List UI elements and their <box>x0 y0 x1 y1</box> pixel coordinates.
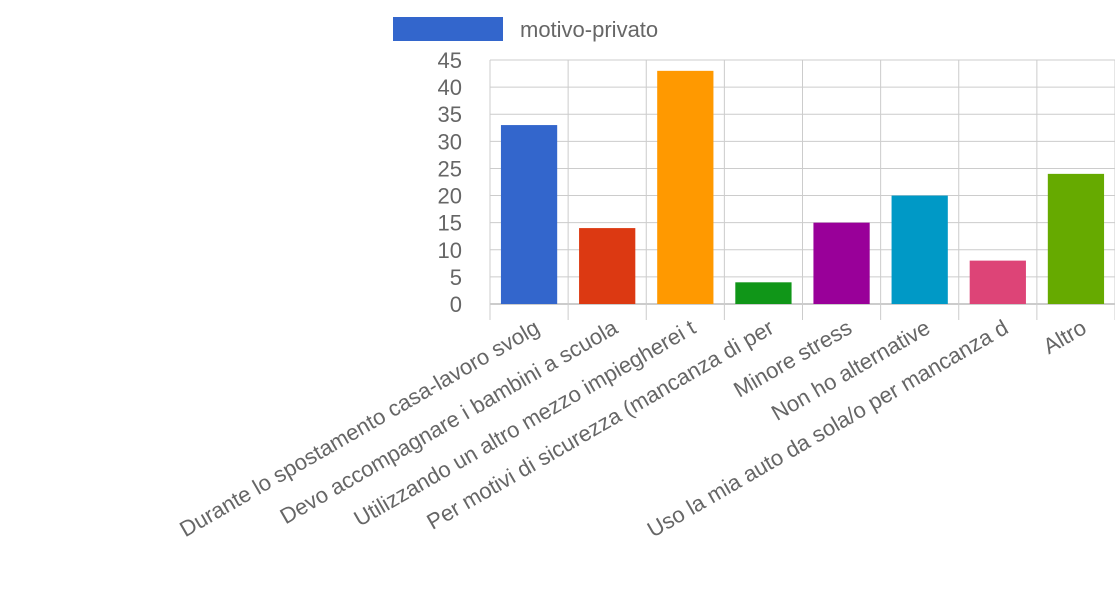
y-tick-label: 30 <box>438 129 462 154</box>
bar <box>500 125 558 304</box>
bar <box>735 282 792 304</box>
bar <box>813 222 870 304</box>
legend-label: motivo-privato <box>520 17 658 42</box>
y-tick-label: 0 <box>450 292 462 317</box>
y-tick-label: 5 <box>450 265 462 290</box>
y-tick-label: 40 <box>438 75 462 100</box>
y-tick-label: 45 <box>438 48 462 73</box>
y-tick-label: 35 <box>438 102 462 127</box>
bar <box>891 195 948 304</box>
x-tick-label: Altro <box>1039 315 1091 359</box>
bar <box>969 260 1026 304</box>
bars <box>500 70 1105 304</box>
y-tick-label: 20 <box>438 184 462 209</box>
bar <box>579 228 636 304</box>
y-tick-label: 25 <box>438 156 462 181</box>
x-axis-labels: Durante lo spostamento casa-lavoro svolg… <box>175 314 1090 542</box>
bar <box>657 70 714 304</box>
grid <box>489 59 1115 320</box>
bar <box>1047 173 1105 304</box>
legend-swatch <box>393 17 503 41</box>
y-tick-label: 10 <box>438 238 462 263</box>
legend: motivo-privato <box>393 17 658 42</box>
y-tick-label: 15 <box>438 211 462 236</box>
